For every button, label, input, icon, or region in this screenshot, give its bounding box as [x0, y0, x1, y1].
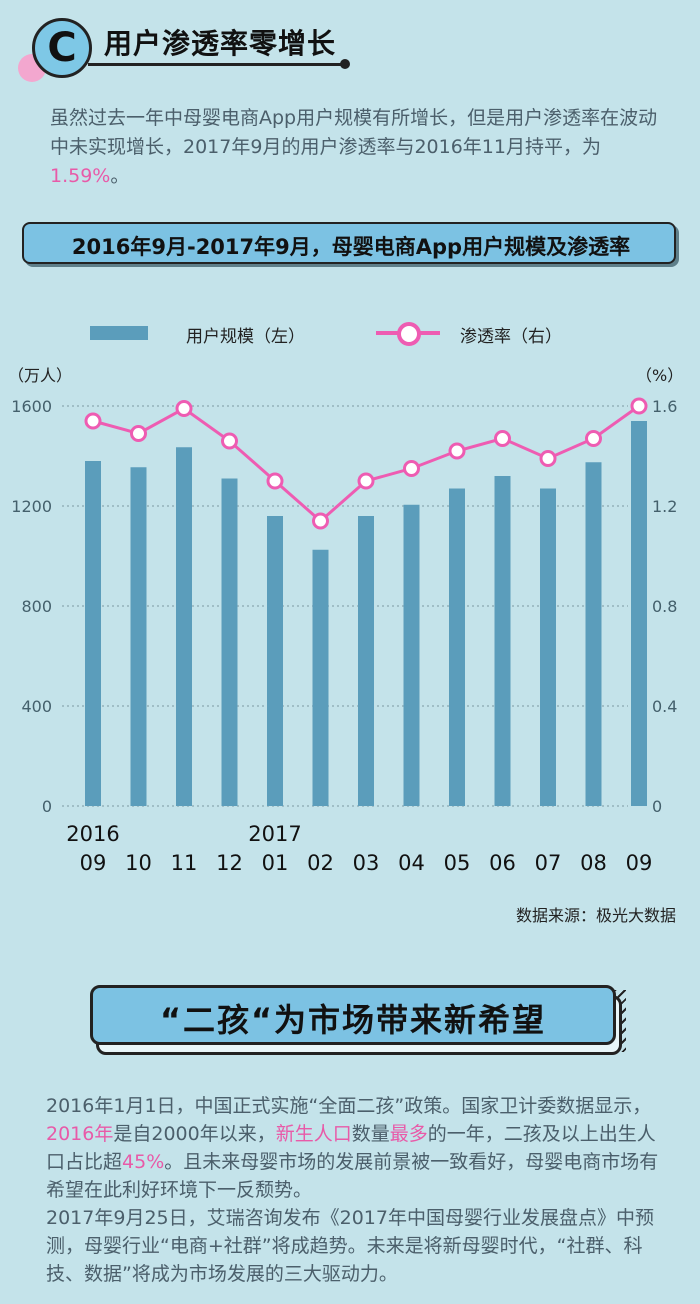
y-right-tick-label: 0	[652, 797, 662, 816]
y-left-tick-label: 800	[21, 597, 52, 616]
legend-line-label: 渗透率（右）	[460, 327, 562, 347]
x-year-label: 2016	[66, 822, 119, 846]
legend-bar-label: 用户规模（左）	[186, 327, 305, 347]
x-tick-label: 01	[262, 851, 289, 875]
line-point	[494, 430, 511, 447]
chart-title-box: 2016年9月-2017年9月，母婴电商App用户规模及渗透率	[22, 222, 676, 264]
second-paragraph: 2016年1月1日，中国正式实施“全面二孩”政策。国家卫计委数据显示， 2016年…	[46, 1092, 670, 1288]
x-tick-label: 08	[580, 851, 607, 875]
bar	[130, 467, 147, 806]
x-tick-label: 07	[535, 851, 562, 875]
line-point	[357, 472, 375, 490]
line-point	[266, 472, 284, 490]
y-left-tick-label: 0	[42, 797, 52, 816]
line-point	[84, 412, 102, 430]
line-point	[403, 460, 420, 477]
para2-text: 2016年1月1日，中国正式实施“全面二孩”政策。国家卫计委数据显示，	[46, 1095, 652, 1117]
y-right-tick-label: 0.4	[652, 697, 677, 716]
bar	[403, 504, 420, 806]
para2-text: 的一年，二孩及以上出生人口占比超	[46, 1123, 656, 1173]
x-tick-label: 04	[398, 851, 425, 875]
bar	[358, 516, 374, 806]
bar	[585, 462, 602, 806]
bar	[631, 421, 647, 806]
y-right-tick-label: 1.2	[652, 497, 677, 516]
combo-chart: （万人） （%） 0 0 400 0.4 800 0.8 1200 1.2 1600 1.6 09 10 1…	[8, 366, 683, 875]
section-c-title: 用户渗透率零增长	[104, 27, 337, 60]
bar	[221, 478, 238, 806]
y-right-tick-label: 0.8	[652, 597, 677, 616]
underline-end-dot	[340, 59, 350, 69]
x-tick-label: 03	[353, 851, 380, 875]
data-source: 数据来源：极光大数据	[515, 906, 676, 925]
y-left-unit: （万人）	[8, 366, 72, 385]
x-tick-label: 02	[307, 851, 334, 875]
para2-text: 。且未来母婴市场的发展前景被一致看好，母婴电商市场有希望在此利好环境下一反颓势。	[46, 1151, 659, 1201]
line-point	[585, 430, 602, 447]
section-letter-badge: C	[32, 18, 92, 78]
line-point	[539, 450, 557, 467]
para2-text: 是自2000年以来，	[113, 1123, 276, 1145]
line-point	[312, 512, 329, 530]
y-left-tick-label: 400	[21, 697, 52, 716]
chart-title: 2016年9月-2017年9月，母婴电商App用户规模及渗透率	[71, 235, 631, 259]
para2-highlight-percent: 45%	[122, 1151, 165, 1173]
line-point	[630, 397, 648, 415]
x-year-label: 2017	[248, 822, 301, 846]
bar	[312, 549, 329, 806]
x-tick-label: 11	[171, 851, 198, 875]
y-left-tick-label: 1600	[11, 397, 52, 416]
bar	[267, 516, 283, 806]
bar	[449, 488, 465, 806]
line-point	[448, 442, 466, 460]
intro-highlight: 1.59%	[50, 165, 111, 187]
intro-paragraph: 虽然过去一年中母婴电商App用户规模有所增长，但是用户渗透率在波动中未实现增长，…	[50, 104, 670, 191]
legend-line-marker	[397, 322, 421, 346]
para2-text: 数量	[351, 1123, 390, 1145]
intro-text: 虽然过去一年中母婴电商App用户规模有所增长，但是用户渗透率在波动中未实现增长，…	[50, 107, 658, 158]
bar	[85, 461, 101, 806]
x-tick-label: 05	[444, 851, 471, 875]
para2-highlight-year: 2016年	[46, 1123, 114, 1145]
x-tick-label: 09	[626, 851, 653, 875]
x-tick-label: 06	[489, 851, 516, 875]
x-tick-label: 10	[125, 851, 152, 875]
penetration-line	[92, 404, 640, 523]
x-tick-label: 12	[216, 851, 243, 875]
y-right-unit: （%）	[636, 366, 683, 385]
para2-highlight-newborn: 新生人口	[275, 1123, 352, 1145]
section2-title: “二孩“为市场带来新希望	[159, 1001, 547, 1039]
bar	[494, 476, 511, 806]
title-underline	[88, 63, 344, 66]
section-c-header: C 用户渗透率零增长	[18, 8, 350, 82]
section2-box	[90, 985, 616, 1045]
intro-text-end: 。	[110, 165, 130, 187]
line-point	[221, 432, 238, 450]
legend-bar-swatch	[90, 326, 148, 340]
line-point	[175, 400, 193, 417]
x-tick-label: 09	[80, 851, 107, 875]
y-right-tick-label: 1.6	[652, 397, 677, 416]
line-point	[130, 425, 147, 442]
para2-highlight-most: 最多	[389, 1123, 428, 1145]
bar	[176, 447, 192, 806]
bar	[540, 488, 556, 806]
y-left-tick-label: 1200	[11, 497, 52, 516]
para2-text: 2017年9月25日，艾瑞咨询发布《2017年中国母婴行业发展盘点》中预测，母婴…	[46, 1207, 654, 1285]
